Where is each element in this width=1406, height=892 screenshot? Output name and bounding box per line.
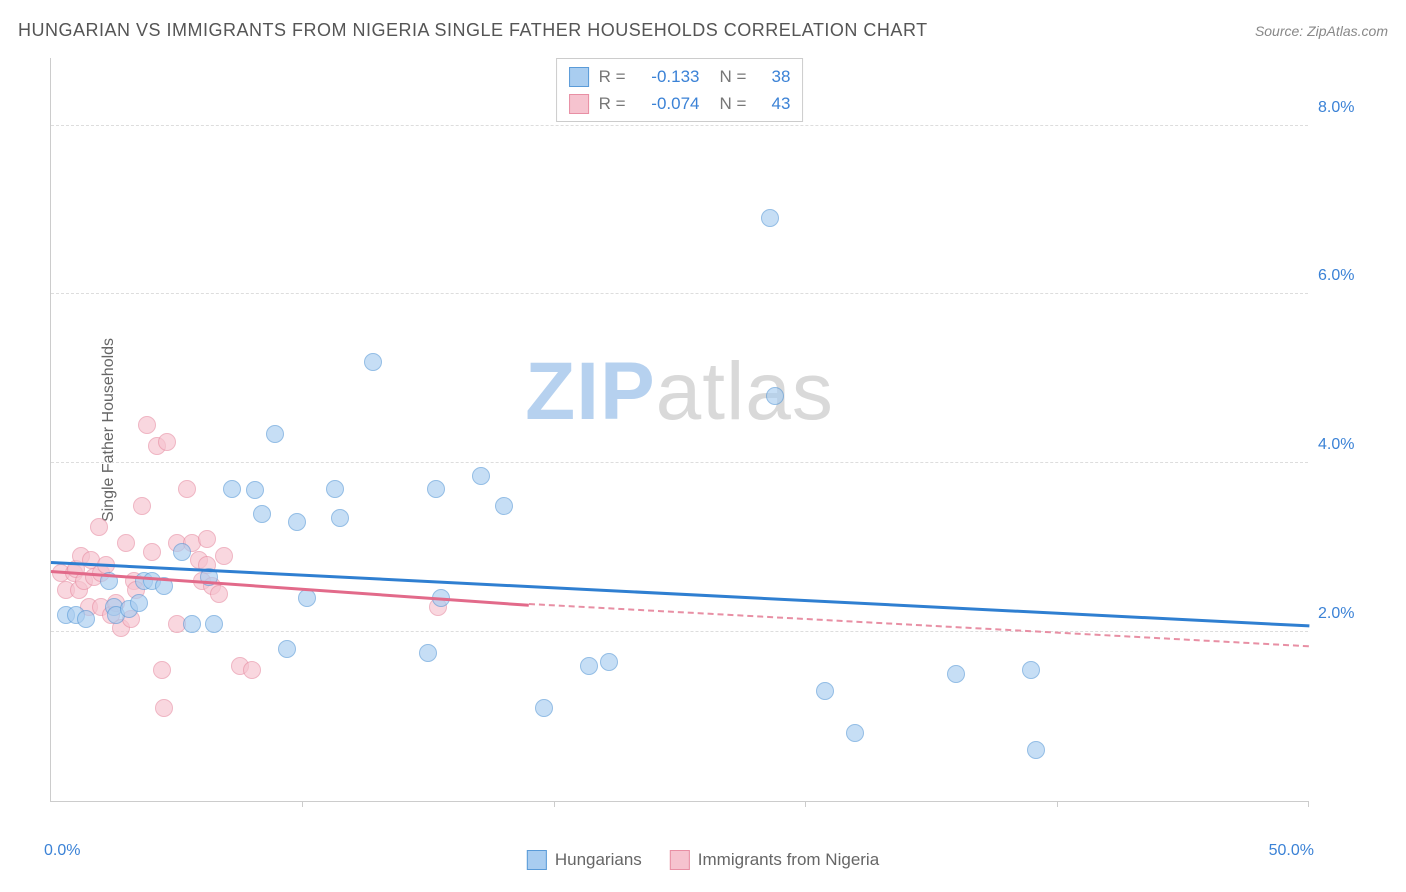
- point-series-a: [1022, 661, 1040, 679]
- source-prefix: Source:: [1255, 23, 1307, 39]
- y-tick-label: 2.0%: [1318, 605, 1378, 623]
- legend-swatch-b: [670, 850, 690, 870]
- stat-n-value: 38: [756, 63, 790, 90]
- point-series-a: [364, 353, 382, 371]
- gridline: [51, 631, 1308, 632]
- point-series-a: [495, 497, 513, 515]
- point-series-b: [90, 518, 108, 536]
- point-series-a: [77, 610, 95, 628]
- point-series-a: [331, 509, 349, 527]
- x-tick: [554, 801, 555, 807]
- stat-n-label: N =: [720, 90, 747, 117]
- point-series-a: [223, 480, 241, 498]
- plot-area: ZIPatlas Single Father Households R = -0.…: [50, 58, 1308, 802]
- stat-r-label: R =: [599, 90, 626, 117]
- y-tick-label: 8.0%: [1318, 99, 1378, 117]
- stat-n-value: 43: [756, 90, 790, 117]
- legend-swatch-a: [527, 850, 547, 870]
- point-series-b: [155, 699, 173, 717]
- stats-swatch: [569, 67, 589, 87]
- point-series-b: [210, 585, 228, 603]
- point-series-a: [266, 425, 284, 443]
- legend-item-b: Immigrants from Nigeria: [670, 850, 879, 870]
- point-series-b: [158, 433, 176, 451]
- gridline: [51, 125, 1308, 126]
- watermark-light: atlas: [656, 346, 834, 437]
- point-series-a: [298, 589, 316, 607]
- stat-r-value: -0.074: [636, 90, 700, 117]
- point-series-a: [761, 209, 779, 227]
- source-name: ZipAtlas.com: [1307, 23, 1388, 39]
- point-series-a: [766, 387, 784, 405]
- stats-row: R = -0.133 N = 38: [569, 63, 791, 90]
- point-series-a: [816, 682, 834, 700]
- point-series-a: [427, 480, 445, 498]
- legend-label-b: Immigrants from Nigeria: [698, 850, 879, 870]
- plot-wrap: ZIPatlas Single Father Households R = -0.…: [50, 58, 1388, 832]
- x-tick: [1308, 801, 1309, 807]
- point-series-a: [1027, 741, 1045, 759]
- x-axis-max-label: 50.0%: [1269, 842, 1314, 860]
- point-series-a: [326, 480, 344, 498]
- watermark: ZIPatlas: [525, 345, 834, 439]
- point-series-b: [138, 416, 156, 434]
- point-series-b: [198, 530, 216, 548]
- point-series-a: [278, 640, 296, 658]
- point-series-a: [130, 594, 148, 612]
- point-series-a: [205, 615, 223, 633]
- regression-line-b-extrapolated: [529, 603, 1309, 647]
- point-series-b: [178, 480, 196, 498]
- point-series-a: [173, 543, 191, 561]
- point-series-a: [947, 665, 965, 683]
- x-tick: [805, 801, 806, 807]
- y-tick-label: 6.0%: [1318, 267, 1378, 285]
- gridline: [51, 462, 1308, 463]
- point-series-b: [133, 497, 151, 515]
- x-tick: [302, 801, 303, 807]
- x-tick: [1057, 801, 1058, 807]
- stats-swatch: [569, 94, 589, 114]
- stats-legend: R = -0.133 N = 38 R = -0.074 N = 43: [556, 58, 804, 122]
- point-series-a: [580, 657, 598, 675]
- regression-line-a: [51, 561, 1309, 627]
- point-series-b: [117, 534, 135, 552]
- point-series-a: [183, 615, 201, 633]
- point-series-a: [600, 653, 618, 671]
- y-tick-label: 4.0%: [1318, 436, 1378, 454]
- point-series-b: [143, 543, 161, 561]
- point-series-a: [535, 699, 553, 717]
- x-axis-min-label: 0.0%: [44, 842, 80, 860]
- watermark-bold: ZIP: [525, 346, 656, 437]
- point-series-a: [246, 481, 264, 499]
- stat-r-value: -0.133: [636, 63, 700, 90]
- point-series-a: [419, 644, 437, 662]
- series-legend: Hungarians Immigrants from Nigeria: [527, 850, 879, 870]
- legend-label-a: Hungarians: [555, 850, 642, 870]
- stat-r-label: R =: [599, 63, 626, 90]
- gridline: [51, 293, 1308, 294]
- chart-title: HUNGARIAN VS IMMIGRANTS FROM NIGERIA SIN…: [18, 20, 928, 41]
- y-axis-title: Single Father Households: [100, 337, 118, 521]
- stat-n-label: N =: [720, 63, 747, 90]
- source-credit: Source: ZipAtlas.com: [1255, 23, 1388, 39]
- point-series-a: [288, 513, 306, 531]
- point-series-b: [243, 661, 261, 679]
- stats-row: R = -0.074 N = 43: [569, 90, 791, 117]
- legend-item-a: Hungarians: [527, 850, 642, 870]
- point-series-a: [472, 467, 490, 485]
- point-series-b: [153, 661, 171, 679]
- point-series-a: [846, 724, 864, 742]
- point-series-b: [215, 547, 233, 565]
- point-series-a: [253, 505, 271, 523]
